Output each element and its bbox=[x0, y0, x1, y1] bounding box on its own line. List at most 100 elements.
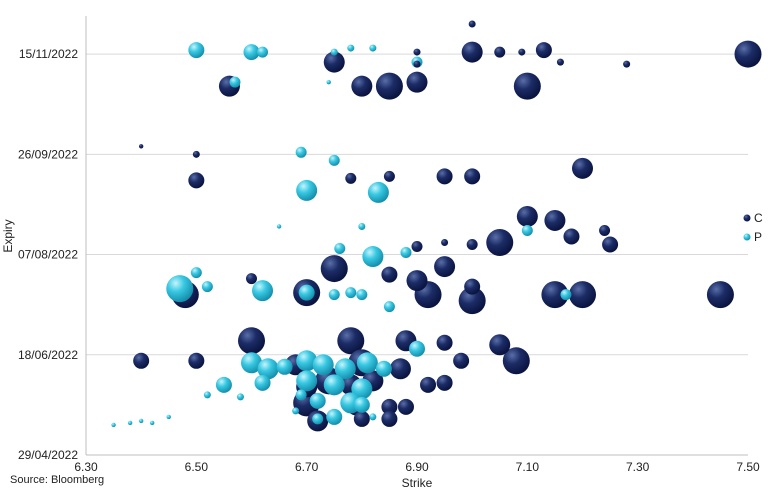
bubble-c bbox=[563, 228, 580, 245]
bubble-c bbox=[706, 281, 734, 309]
bubble-p bbox=[150, 420, 155, 426]
bubble-p bbox=[330, 48, 338, 56]
legend: CP bbox=[743, 211, 763, 244]
bubble-c bbox=[535, 42, 552, 59]
bubble-c bbox=[406, 270, 428, 292]
bubble-p bbox=[138, 418, 144, 424]
x-tick-label: 7.30 bbox=[626, 460, 650, 474]
bubble-p bbox=[560, 289, 572, 301]
bubble-c bbox=[599, 224, 611, 236]
bubble-p bbox=[328, 289, 340, 301]
bubble-c bbox=[351, 75, 373, 97]
legend-label-p: P bbox=[754, 230, 762, 244]
bubble-c bbox=[413, 60, 421, 68]
bubble-p bbox=[203, 391, 211, 399]
bubble-p bbox=[298, 284, 315, 301]
y-tick-label: 29/04/2022 bbox=[18, 448, 78, 462]
x-tick-label: 6.30 bbox=[74, 460, 98, 474]
bubble-c bbox=[246, 273, 257, 285]
bubble-p bbox=[296, 370, 318, 392]
bubble-c bbox=[381, 410, 398, 427]
bubble-p bbox=[201, 281, 213, 293]
bubble-p bbox=[369, 44, 377, 52]
bubble-c bbox=[397, 398, 414, 415]
bubble-p bbox=[383, 301, 395, 313]
bubble-c bbox=[453, 352, 470, 369]
bubble-c bbox=[572, 157, 593, 179]
bubble-p bbox=[326, 408, 343, 425]
bubble-p bbox=[296, 350, 318, 372]
bubble-p bbox=[111, 422, 116, 428]
bubble-p bbox=[369, 413, 377, 421]
bubble-p bbox=[345, 287, 357, 299]
bubble-p bbox=[358, 222, 366, 230]
bubble-c bbox=[436, 334, 453, 351]
bubble-p bbox=[409, 340, 425, 357]
bubble-c bbox=[413, 48, 421, 56]
bubble-p bbox=[353, 396, 370, 413]
bubble-c bbox=[238, 327, 265, 355]
bubble-p bbox=[328, 154, 340, 166]
bubble-c bbox=[518, 48, 526, 56]
bubble-c bbox=[389, 358, 411, 380]
bubble-c bbox=[138, 144, 144, 149]
bubble-p bbox=[276, 224, 282, 229]
bubble-c bbox=[337, 327, 365, 355]
bubble-p bbox=[241, 352, 262, 374]
bubble-c bbox=[188, 172, 205, 189]
bubble-c bbox=[381, 398, 398, 415]
x-tick-label: 6.70 bbox=[295, 460, 319, 474]
bubble-c bbox=[556, 58, 564, 66]
bubble-c bbox=[133, 352, 150, 369]
bubble-p bbox=[334, 358, 356, 380]
bubble-c bbox=[345, 172, 357, 184]
bubble-p bbox=[334, 243, 346, 255]
bubble-p bbox=[229, 76, 241, 88]
x-tick-label: 7.10 bbox=[516, 460, 540, 474]
bubble-p bbox=[292, 407, 300, 415]
legend-marker-p bbox=[743, 233, 751, 241]
bubble-p bbox=[296, 179, 318, 201]
bubble-c bbox=[464, 168, 481, 185]
bubble-p bbox=[295, 389, 307, 401]
bubble-p bbox=[295, 146, 307, 158]
bubble-c bbox=[734, 40, 762, 68]
bubble-c bbox=[420, 376, 437, 393]
bubble-c bbox=[602, 236, 619, 253]
bubble-p bbox=[127, 420, 133, 426]
bubble-c bbox=[188, 352, 205, 369]
legend-marker-c bbox=[743, 214, 751, 222]
bubble-p bbox=[312, 354, 334, 376]
bubble-p bbox=[252, 280, 274, 302]
bubble-c bbox=[383, 170, 395, 182]
x-axis-title: Strike bbox=[402, 476, 433, 490]
bubble-c bbox=[466, 239, 478, 251]
bubble-c bbox=[436, 374, 453, 391]
bubble-p bbox=[254, 374, 271, 391]
bubble-c bbox=[489, 334, 511, 356]
bubble-p bbox=[166, 414, 171, 420]
bubble-p bbox=[215, 376, 232, 393]
bubble-c bbox=[516, 205, 538, 227]
bubble-c bbox=[406, 71, 428, 93]
x-tick-label: 6.50 bbox=[185, 460, 209, 474]
bubble-c bbox=[468, 20, 476, 28]
bubble-p bbox=[257, 358, 279, 380]
x-tick-label: 7.50 bbox=[736, 460, 760, 474]
bubble-p bbox=[257, 46, 269, 58]
legend-label-c: C bbox=[754, 211, 763, 225]
bubble-p bbox=[276, 358, 293, 375]
bubble-c bbox=[569, 281, 596, 309]
bubble-c bbox=[436, 168, 453, 185]
y-tick-label: 15/11/2022 bbox=[19, 47, 78, 61]
y-tick-labels: 29/04/2022 18/06/2022 07/08/2022 26/09/2022… bbox=[18, 47, 78, 462]
bubble-p bbox=[312, 413, 324, 425]
bubble-c bbox=[541, 281, 569, 309]
bubble-c bbox=[544, 209, 566, 231]
bubble-p bbox=[190, 267, 202, 279]
bubble-p bbox=[362, 246, 384, 268]
bubble-p bbox=[400, 247, 412, 259]
bubble-p bbox=[367, 181, 389, 203]
bubbles bbox=[111, 20, 762, 432]
bubble-c bbox=[441, 239, 449, 247]
